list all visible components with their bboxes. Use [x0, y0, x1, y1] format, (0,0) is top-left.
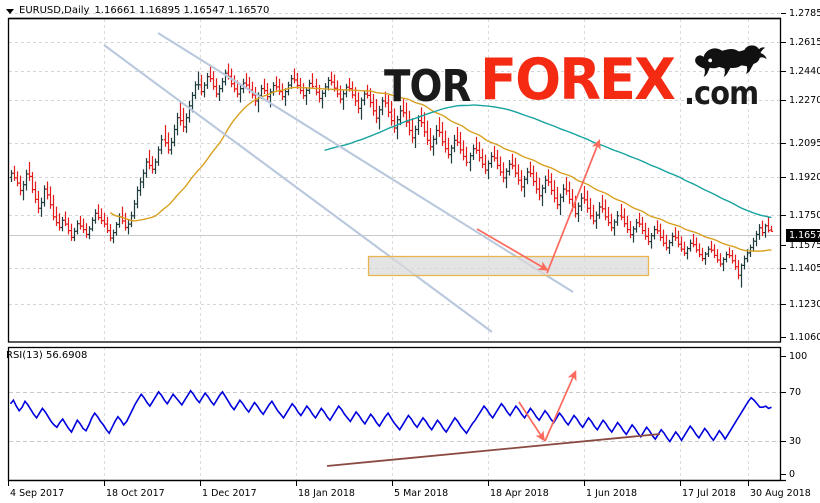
descending-channel-lower [103, 44, 493, 333]
rsi-tick-label: 30 [789, 435, 802, 447]
price-tick-label: 1.10600 [789, 331, 820, 343]
price-tick-label: 1.14050 [789, 262, 820, 274]
date-tick-label: 1 Jun 2018 [586, 488, 638, 499]
price-tick-label: 1.27850 [789, 7, 820, 19]
price-tick-label: 1.24400 [789, 65, 820, 77]
rsi-panel [7, 346, 786, 482]
rsi-horizontal-gridlines [9, 392, 781, 442]
rsi-tick-label: 70 [789, 386, 802, 398]
rsi-indicator-title: RSI(13) 56.6908 [6, 350, 88, 361]
time-axis-ticks [8, 480, 749, 486]
rsi-axis-ticks [781, 356, 786, 475]
rsi-vertical-gridlines [8, 347, 749, 480]
current-price-tag: 1.16570 [786, 229, 820, 242]
date-tick-label: 18 Jan 2018 [298, 488, 355, 499]
price-tick-label: 1.12300 [789, 298, 820, 310]
symbol-info-bar: EURUSD,Daily 1.16661 1.16895 1.16547 1.1… [6, 4, 269, 17]
forecast-arrow-down [476, 228, 549, 271]
rsi-tick-label: 100 [789, 350, 808, 362]
rsi-tick-label: 0 [789, 468, 796, 480]
date-tick-label: 4 Sep 2017 [10, 488, 65, 499]
date-tick-label: 18 Apr 2018 [490, 488, 549, 499]
date-tick-label: 17 Jul 2018 [682, 488, 736, 499]
symbol-name: EURUSD,Daily [19, 5, 90, 16]
rsi-forecast-arrow-up [544, 370, 577, 442]
price-horizontal-gridlines [9, 13, 781, 305]
candlestick-series [9, 63, 774, 288]
date-tick-label: 18 Oct 2017 [106, 488, 165, 499]
rsi-line [9, 389, 772, 443]
chevron-down-icon[interactable] [6, 8, 14, 14]
date-tick-label: 1 Dec 2017 [202, 488, 257, 499]
date-tick-label: 30 Aug 2018 [750, 488, 811, 499]
price-tick-label: 1.19200 [789, 171, 820, 183]
date-tick-label: 5 Mar 2018 [394, 488, 449, 499]
price-tick-label: 1.17500 [789, 209, 820, 221]
rsi-trendline [326, 433, 661, 467]
ohlc-values: 1.16661 1.16895 1.16547 1.16570 [94, 5, 270, 16]
price-tick-label: 1.20950 [789, 137, 820, 149]
price-axis-ticks [781, 13, 786, 338]
price-panel [7, 13, 786, 343]
price-tick-label: 1.15750 [789, 239, 820, 251]
moving-average-slow-line [324, 104, 772, 219]
support-zone-rectangle [367, 255, 650, 277]
moving-average-fast-line [109, 86, 772, 252]
descending-channel-upper [157, 32, 574, 293]
rsi-forecast-arrow-down [518, 401, 545, 442]
price-tick-label: 1.22700 [789, 94, 820, 106]
price-tick-label: 1.26150 [789, 36, 820, 48]
forecast-arrow-up [546, 138, 601, 274]
